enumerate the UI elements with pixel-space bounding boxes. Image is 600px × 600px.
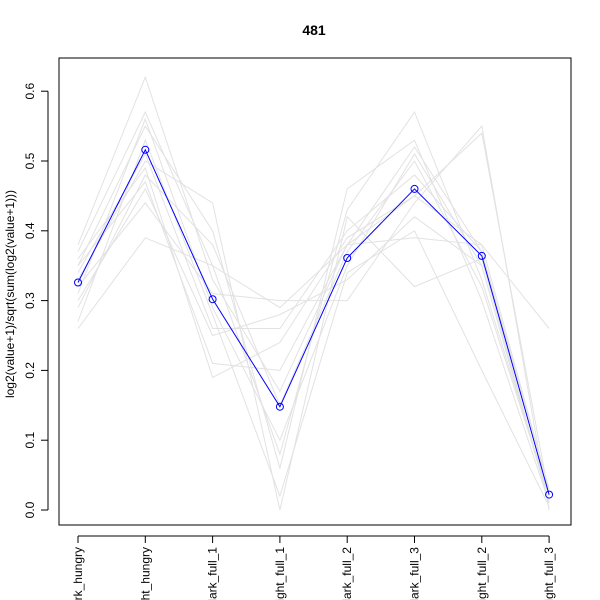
x-tick-label: light_full_3 — [542, 547, 556, 600]
highlight-series-point — [275, 402, 284, 411]
x-tick-label: light_full_1 — [273, 547, 287, 600]
background-series-line-5 — [77, 187, 550, 504]
y-tick-label: 0.4 — [23, 222, 37, 239]
background-series-line-1 — [77, 110, 550, 497]
x-tick-label: dark_full_2 — [340, 547, 354, 600]
background-series-group — [77, 75, 550, 511]
background-series-line-8 — [77, 160, 550, 497]
plot-frame — [58, 57, 572, 526]
chart-title: 481 — [302, 22, 326, 38]
y-tick-label: 0.1 — [23, 432, 37, 449]
background-series-line-0 — [77, 75, 550, 490]
y-tick-label: 0.5 — [23, 152, 37, 169]
highlight-series-group — [74, 145, 554, 499]
background-series-line-2 — [77, 125, 550, 504]
highlight-series-point — [477, 251, 486, 260]
y-tick-label: 0.2 — [23, 362, 37, 379]
background-series-line-6 — [77, 124, 550, 511]
y-tick-label: 0.3 — [23, 292, 37, 309]
y-axis: 0.0 0.1 0.2 0.3 0.4 0.5 0.6 — [23, 83, 49, 518]
x-tick-label: ark_hungry — [71, 547, 85, 600]
background-series-line-10 — [77, 237, 550, 329]
x-tick-label: dark_full_3 — [408, 547, 422, 600]
background-series-line-11 — [77, 160, 550, 511]
highlight-series-point — [74, 278, 82, 287]
background-series-line-7 — [77, 138, 550, 507]
background-series-line-12 — [77, 132, 550, 497]
y-axis-label: log2(value+1)/sqrt(sum(log2(value+1))) — [3, 190, 17, 398]
x-tick-label: light_full_2 — [475, 547, 489, 600]
highlight-series-point — [343, 254, 352, 262]
y-tick-label: 0.0 — [23, 501, 37, 518]
highlight-series-line — [77, 148, 550, 495]
highlight-series-point — [208, 295, 217, 304]
highlight-series-point — [141, 145, 150, 154]
highlight-series-point — [410, 184, 419, 193]
background-series-line-9 — [77, 117, 550, 504]
y-tick-label: 0.6 — [23, 83, 37, 100]
background-series-line-4 — [77, 166, 550, 490]
x-axis: ark_hungry ght_hungry dark_full_1 light_ful… — [71, 535, 556, 600]
x-tick-label: dark_full_1 — [206, 547, 220, 600]
highlight-series-point — [545, 490, 554, 499]
background-series-line-3 — [77, 152, 550, 497]
x-tick-label: ght_hungry — [138, 547, 152, 600]
